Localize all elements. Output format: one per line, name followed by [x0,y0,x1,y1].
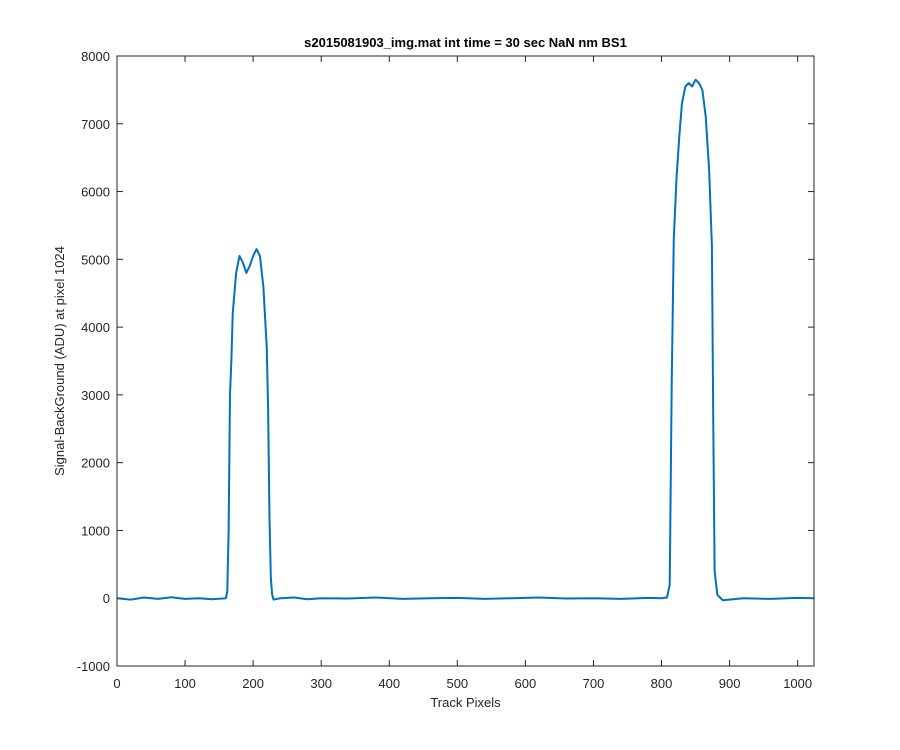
y-tick-label: 0 [103,591,110,606]
y-tick-label: 7000 [81,117,110,132]
x-tick-label: 400 [378,676,400,691]
chart-title: s2015081903_img.mat int time = 30 sec Na… [304,35,627,50]
series-line [116,78,815,602]
y-tick-label: 4000 [81,320,110,335]
x-tick-label: 300 [310,676,332,691]
x-tick-label: 700 [583,676,605,691]
y-tick-label: 5000 [81,252,110,267]
x-tick-label: 1000 [783,676,812,691]
plot-frame [116,55,815,667]
y-tick-label: 3000 [81,388,110,403]
y-tick-label: 1000 [81,523,110,538]
x-tick-label: 600 [515,676,537,691]
plot-area [117,56,814,666]
y-axis-label: Signal-BackGround (ADU) at pixel 1024 [52,246,67,476]
y-tick-label: 8000 [81,49,110,64]
x-tick-label: 800 [651,676,673,691]
x-tick-label: 0 [113,676,120,691]
y-tick-labels: -1000 0 1000 2000 3000 4000 5000 6000 7000 8000 [77,49,110,674]
x-axis-label: Track Pixels [430,695,501,710]
y-tick-label: -1000 [77,659,110,674]
x-tick-label: 900 [719,676,741,691]
x-tick-label: 100 [174,676,196,691]
y-tick-label: 2000 [81,456,110,471]
y-tick-label: 6000 [81,185,110,200]
x-tick-labels: 0 100 200 300 400 500 600 700 800 900 1000 [113,676,812,691]
x-tick-label: 200 [242,676,264,691]
x-tick-label: 500 [446,676,468,691]
